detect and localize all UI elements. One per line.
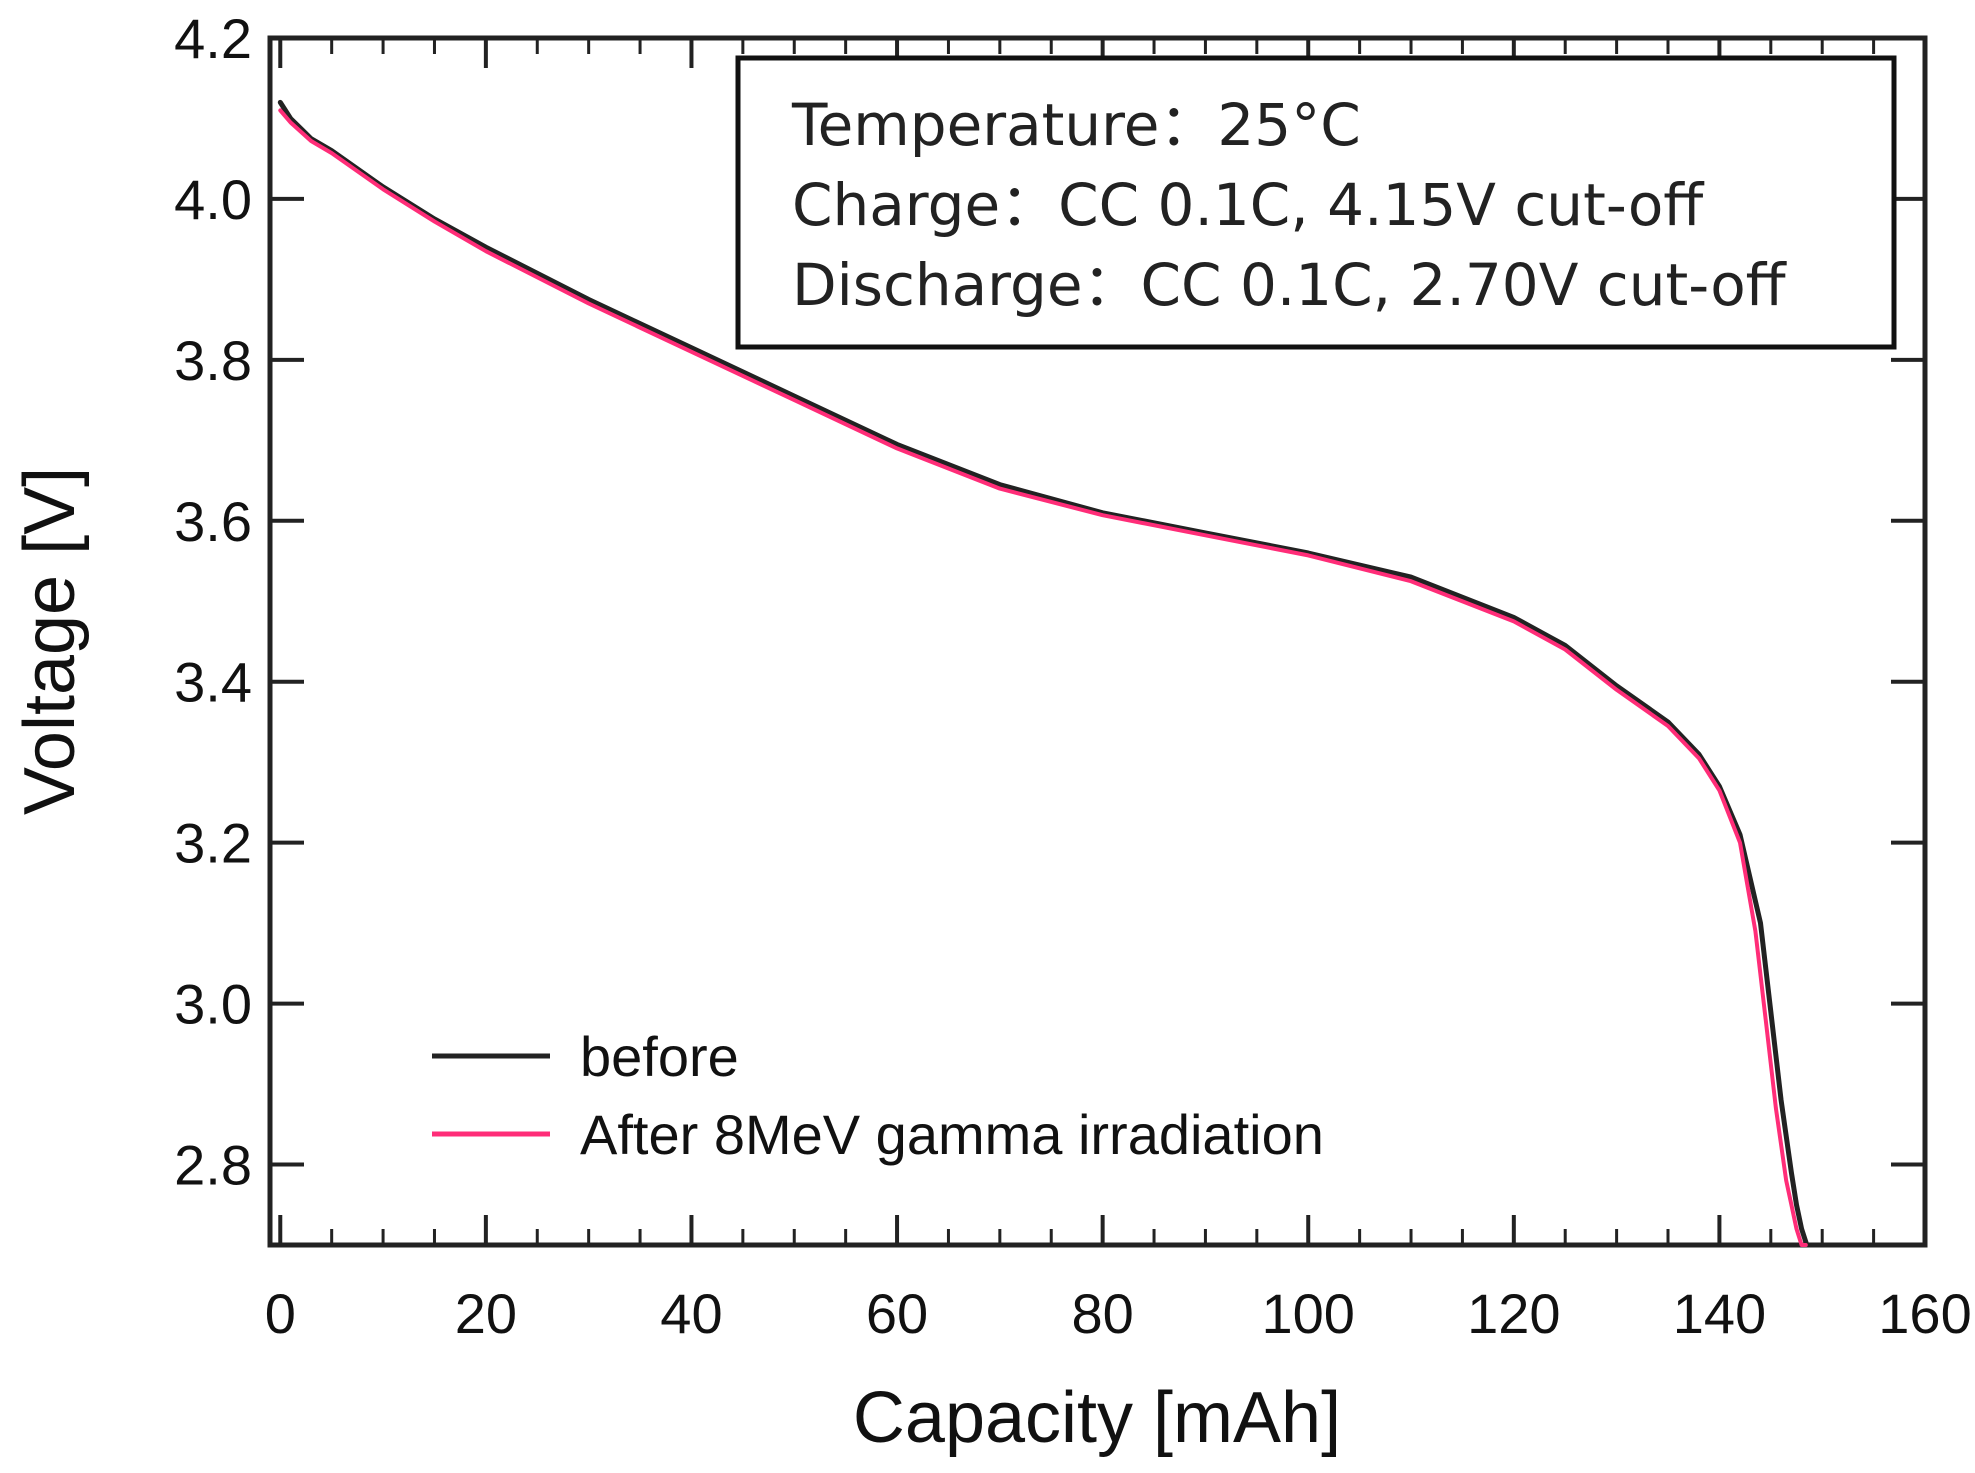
x-tick-label: 0 [265,1282,296,1345]
x-tick-label: 40 [660,1282,722,1345]
legend-label-before: before [580,1025,739,1088]
conditions-annotation: Temperature：25°C Charge：CC 0.1C, 4.15V c… [735,55,1897,350]
annotation-line-charge: Charge：CC 0.1C, 4.15V cut-off [792,171,1705,239]
series-line-before [277,99,1813,1248]
y-tick-label: 3.8 [174,329,252,392]
x-tick-label: 60 [866,1282,928,1345]
y-tick-label: 3.4 [174,651,252,714]
y-tick-label: 3.0 [174,973,252,1036]
plot-frame [267,35,1928,1248]
x-tick-label: 100 [1262,1282,1355,1345]
y-tick-label: 3.6 [174,490,252,553]
series-line-after-irradiation [278,108,1808,1247]
x-tick-label: 20 [455,1282,517,1345]
data-series [277,99,1813,1248]
x-tick-label: 140 [1673,1282,1766,1345]
y-axis-title: Voltage [V] [10,467,90,815]
x-axis-title: Capacity [mAh] [853,1378,1341,1458]
legend: before After 8MeV gamma irradiation [432,1025,1324,1166]
y-tick-label: 3.2 [174,812,252,875]
y-tick-label: 4.2 [174,7,252,70]
x-tick-label: 120 [1467,1282,1560,1345]
x-tick-label: 80 [1071,1282,1133,1345]
tick-labels: 0 20 40 60 80 100 120 140 160 2.8 3.0 3.2 3.4 3.6 3.8 4… [174,7,1972,1345]
annotation-box [735,55,1897,350]
annotation-line-temperature: Temperature：25°C [791,91,1361,159]
annotation-line-discharge: Discharge：CC 0.1C, 2.70V cut-off [792,251,1788,319]
y-tick-label: 4.0 [174,168,252,231]
x-tick-label: 160 [1878,1282,1971,1345]
y-tick-label: 2.8 [174,1134,252,1197]
legend-label-after-irradiation: After 8MeV gamma irradiation [580,1103,1324,1166]
